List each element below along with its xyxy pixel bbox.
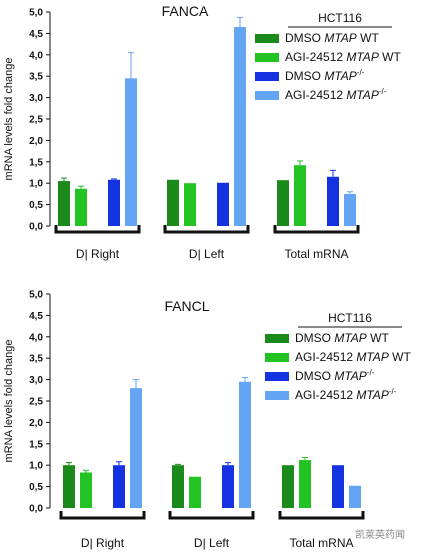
- legend-swatch: [265, 372, 289, 381]
- y-tick-label: 2,5: [29, 115, 43, 126]
- y-axis-label: mRNA levels fold change: [3, 58, 15, 181]
- legend-entry: DMSO MTAP-/-: [295, 368, 375, 383]
- bar: [80, 472, 92, 508]
- y-tick-label: 4,5: [29, 29, 43, 40]
- y-axis-label: mRNA levels fold change: [3, 340, 15, 463]
- y-tick-label: 1,5: [29, 439, 43, 450]
- bar: [113, 465, 125, 508]
- group-bracket: [273, 225, 360, 234]
- legend-swatch: [255, 34, 279, 43]
- legend-entry: DMSO MTAP WT: [285, 31, 379, 45]
- y-tick-label: 3,0: [29, 93, 43, 104]
- group-bracket: [278, 511, 365, 520]
- chart-fanca: 0,0 0,5 1,0 1,5 2,0 2,5 3,0 3,5 4,0 4,5 5,0 mRNA le…: [3, 3, 401, 261]
- y-tick-label: 5,0: [29, 8, 43, 19]
- bar: [108, 179, 120, 226]
- y-tick-label: 4,0: [29, 50, 43, 61]
- category-label: D| Right: [76, 247, 120, 261]
- group-bracket: [163, 225, 250, 234]
- watermark-text: 凯莱英药闻: [355, 528, 405, 541]
- bar: [63, 465, 75, 508]
- legend-header: HCT116: [318, 11, 362, 25]
- legend-swatch: [255, 72, 279, 81]
- y-tick-label: 4,0: [29, 332, 43, 343]
- legend-swatch: [265, 353, 289, 362]
- legend-entry: AGI-24512 MTAP-/-: [285, 87, 387, 102]
- y-tick-label: 0,0: [29, 504, 43, 515]
- y-tick-label: 5,0: [29, 290, 43, 301]
- legend-entry: AGI-24512 MTAP-/-: [295, 387, 397, 402]
- y-tick-label: 0,5: [29, 200, 43, 211]
- bar: [344, 193, 356, 226]
- legend-swatch: [265, 334, 289, 343]
- chart-fancl: 0,0 0,5 1,0 1,5 2,0 2,5 3,0 3,5 4,0 4,5 5,0 mRNA le…: [3, 290, 411, 551]
- bar: [332, 465, 344, 508]
- category-label: D| Left: [194, 536, 230, 550]
- category-label: Total mRNA: [289, 536, 353, 550]
- legend-entry: DMSO MTAP WT: [295, 331, 389, 345]
- bar: [130, 388, 142, 508]
- y-tick-label: 4,5: [29, 311, 43, 322]
- legend-swatch: [265, 391, 289, 400]
- bar: [217, 182, 229, 226]
- bar: [125, 78, 137, 226]
- bar: [75, 188, 87, 226]
- bar: [58, 181, 70, 226]
- legend-header: HCT116: [328, 311, 372, 325]
- legend-swatch: [255, 53, 279, 62]
- bar: [282, 465, 294, 508]
- bar: [349, 485, 361, 508]
- y-tick-label: 1,0: [29, 461, 43, 472]
- y-tick-label: 1,5: [29, 157, 43, 168]
- y-tick-label: 2,5: [29, 397, 43, 408]
- legend-entry: DMSO MTAP-/-: [285, 68, 365, 83]
- chart-title: FANCA: [162, 3, 209, 19]
- bar: [239, 381, 251, 508]
- bar: [172, 465, 184, 508]
- category-label: Total mRNA: [284, 247, 348, 261]
- y-tick-label: 1,0: [29, 179, 43, 190]
- y-tick-label: 3,0: [29, 375, 43, 386]
- chart-title: FANCL: [164, 298, 209, 314]
- bar: [167, 179, 179, 226]
- bar: [294, 165, 306, 226]
- bar: [277, 180, 289, 226]
- group-bracket: [168, 511, 255, 520]
- category-label: D| Left: [189, 247, 225, 261]
- group-bracket: [59, 511, 146, 520]
- y-tick-label: 0,0: [29, 222, 43, 233]
- category-label: D| Right: [81, 536, 125, 550]
- bar: [222, 465, 234, 508]
- legend-swatch: [255, 91, 279, 100]
- y-tick-label: 0,5: [29, 482, 43, 493]
- bar: [327, 176, 339, 226]
- bar: [189, 476, 201, 508]
- bar: [234, 26, 246, 227]
- y-tick-label: 2,0: [29, 136, 43, 147]
- y-tick-label: 3,5: [29, 72, 43, 83]
- legend-entry: AGI-24512 MTAP WT: [285, 50, 401, 64]
- legend-entry: AGI-24512 MTAP WT: [295, 350, 411, 364]
- y-tick-label: 3,5: [29, 354, 43, 365]
- group-bracket: [54, 225, 141, 234]
- y-tick-label: 2,0: [29, 418, 43, 429]
- bar: [299, 460, 311, 508]
- bar: [184, 183, 196, 226]
